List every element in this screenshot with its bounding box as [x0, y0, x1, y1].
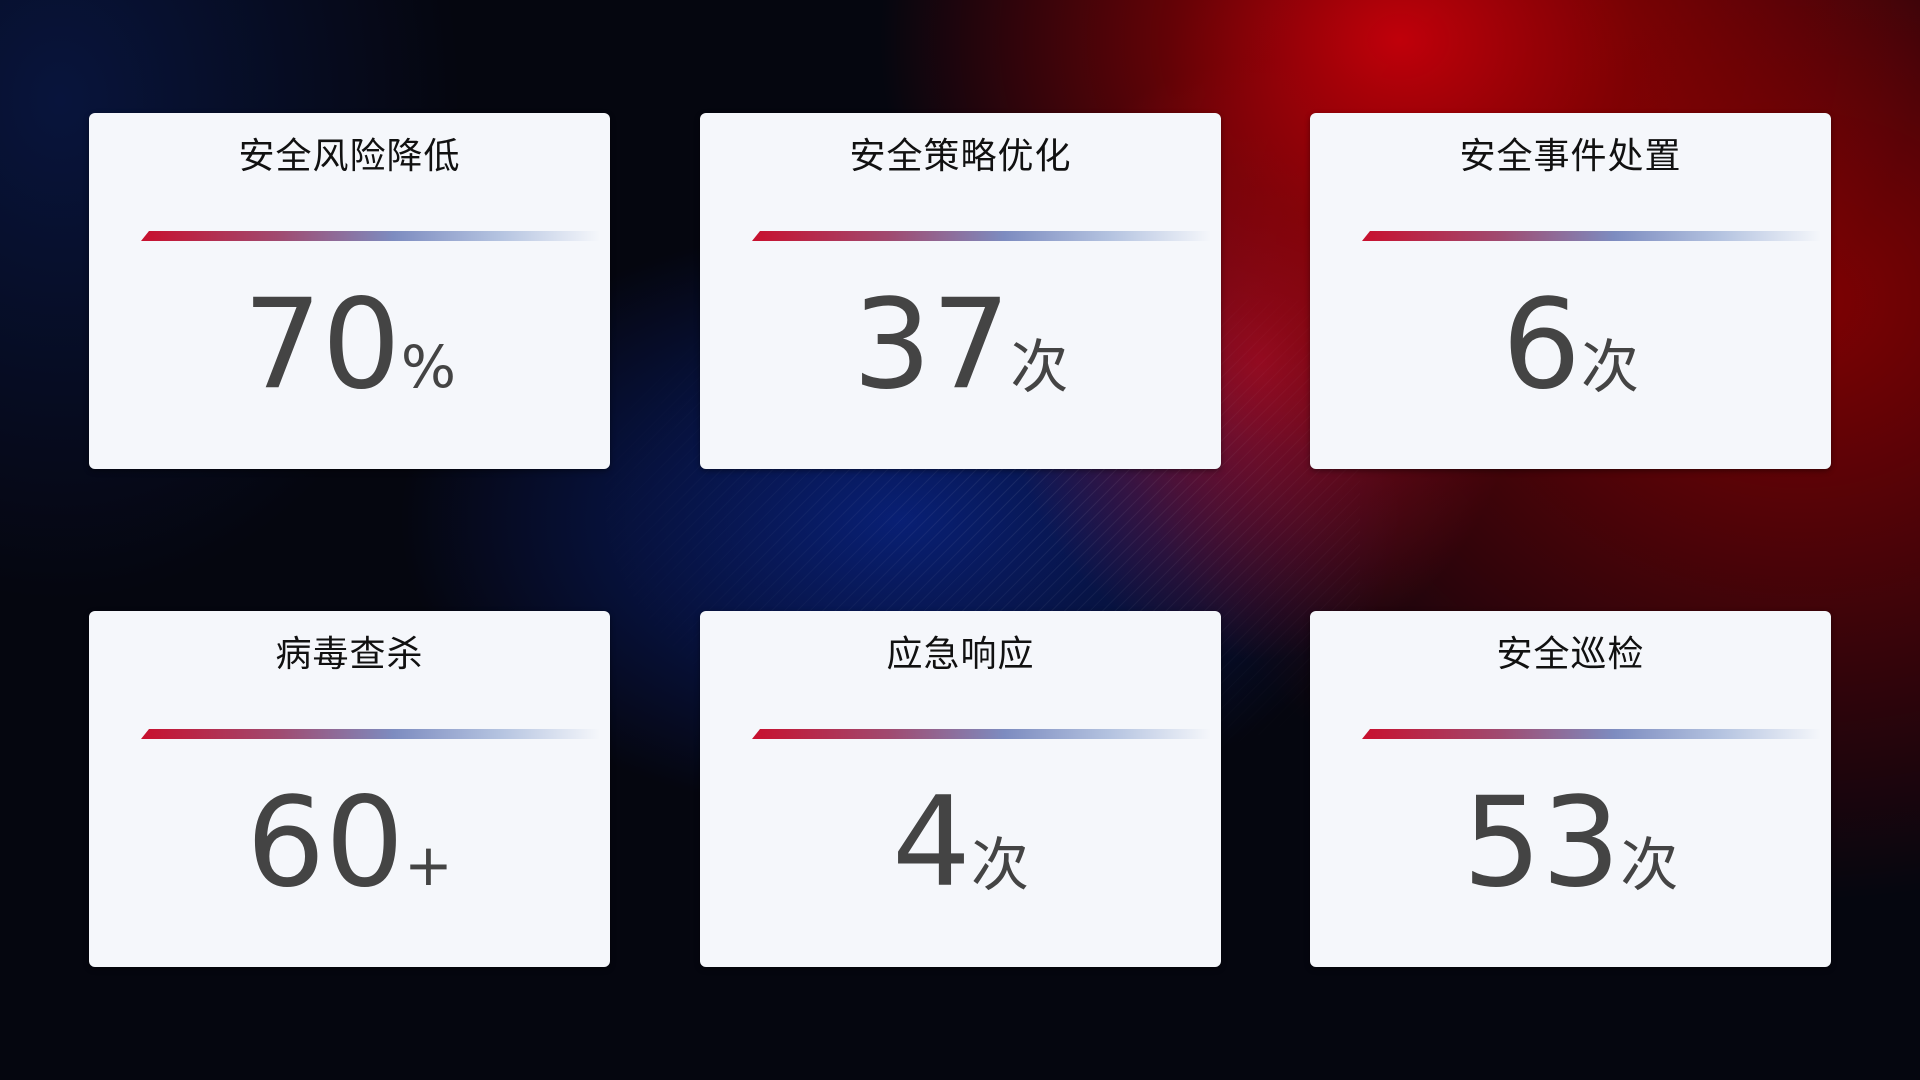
gradient-divider — [752, 231, 1211, 241]
stat-card-security-patrol: 安全巡检 53次 — [1310, 611, 1831, 967]
value-number: 70 — [243, 273, 401, 417]
value-number: 60 — [246, 771, 405, 915]
stat-card-virus-removal: 病毒查杀 60+ — [89, 611, 610, 967]
card-title: 安全事件处置 — [1459, 136, 1682, 177]
card-title: 安全巡检 — [1496, 634, 1645, 675]
card-title: 安全策略优化 — [849, 136, 1072, 177]
stat-card-emergency-response: 应急响应 4次 — [700, 611, 1221, 967]
gradient-divider — [141, 729, 600, 739]
card-value: 60+ — [89, 781, 610, 905]
card-title: 应急响应 — [886, 634, 1035, 675]
value-number: 37 — [852, 273, 1011, 417]
stat-card-policy-optimization: 安全策略优化 37次 — [700, 113, 1221, 469]
card-value: 4次 — [700, 781, 1221, 905]
value-number: 6 — [1502, 273, 1581, 417]
value-unit: + — [404, 831, 453, 899]
card-title: 病毒查杀 — [275, 634, 424, 675]
stat-card-risk-reduction: 安全风险降低 70% — [89, 113, 610, 469]
value-unit: 次 — [1620, 831, 1679, 899]
card-value: 70% — [89, 283, 610, 407]
value-unit: 次 — [1580, 333, 1639, 401]
card-value: 6次 — [1310, 283, 1831, 407]
value-number: 4 — [892, 771, 971, 915]
card-value: 53次 — [1310, 781, 1831, 905]
value-unit: 次 — [1010, 333, 1069, 401]
value-unit: % — [400, 333, 456, 401]
card-title: 安全风险降低 — [238, 136, 461, 177]
value-unit: 次 — [970, 831, 1029, 899]
gradient-divider — [752, 729, 1211, 739]
value-number: 53 — [1462, 771, 1621, 915]
gradient-divider — [1362, 729, 1821, 739]
card-value: 37次 — [700, 283, 1221, 407]
gradient-divider — [141, 231, 600, 241]
stat-card-incident-handling: 安全事件处置 6次 — [1310, 113, 1831, 469]
gradient-divider — [1362, 231, 1821, 241]
